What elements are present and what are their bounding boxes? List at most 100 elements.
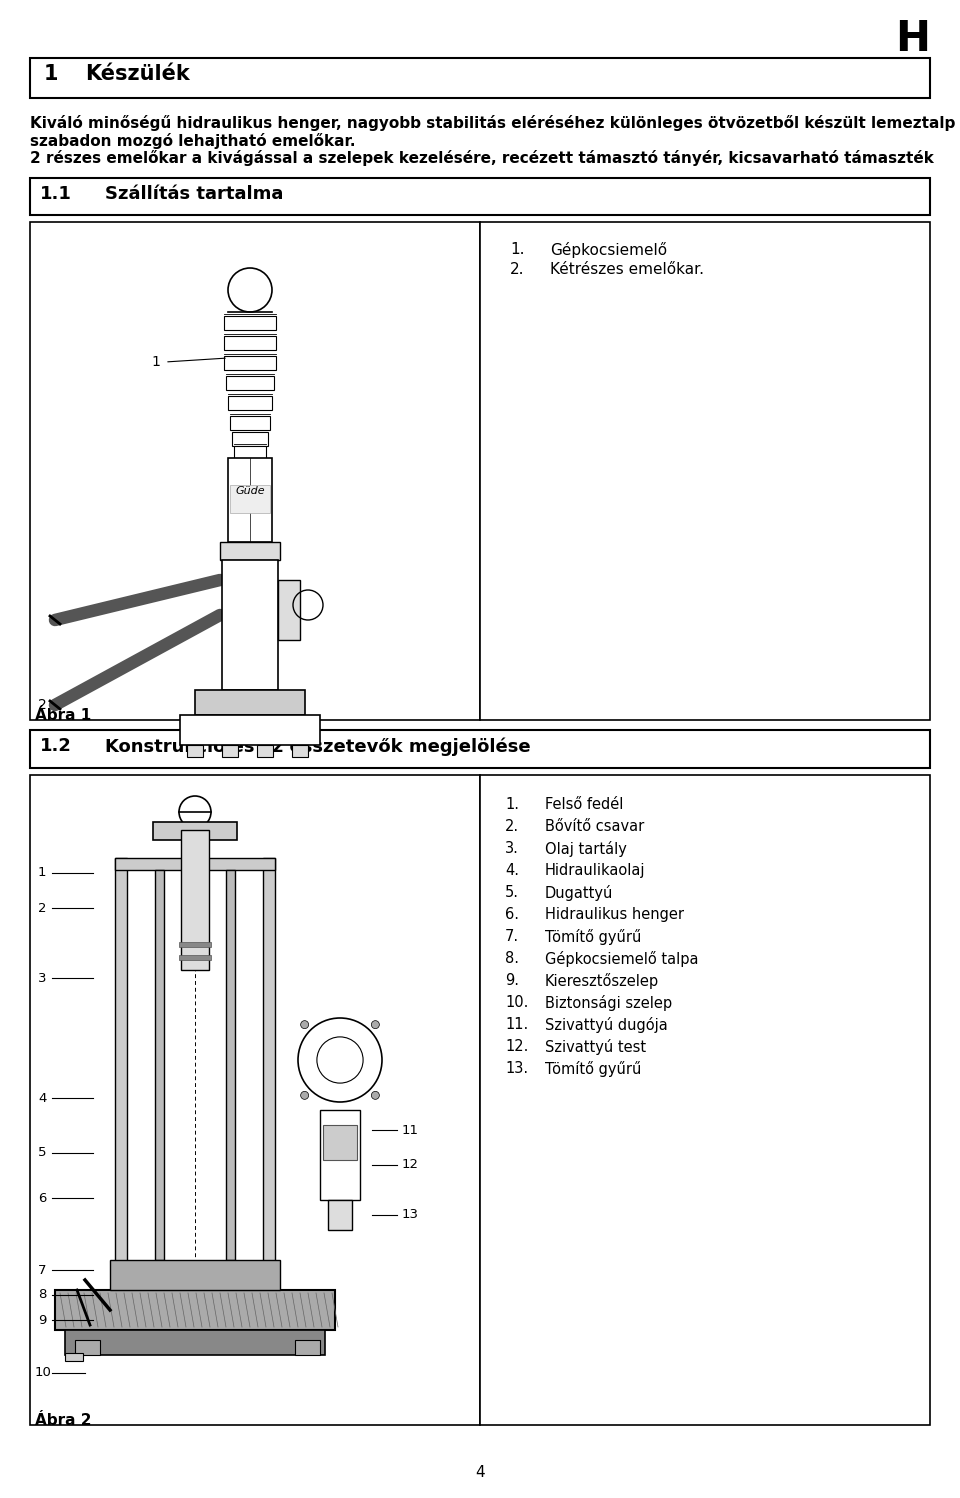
Bar	[232, 431, 268, 446]
Text: Szivattyú test: Szivattyú test	[545, 1040, 646, 1055]
Text: Olaj tartály: Olaj tartály	[545, 840, 627, 857]
Text: Dugattyú: Dugattyú	[545, 885, 613, 900]
Text: 10: 10	[35, 1366, 52, 1380]
Bar	[30, 178, 930, 216]
Text: 13: 13	[402, 1209, 419, 1221]
Text: 2 részes emelőkar a kivágással a szelepek kezelésére, recézett támasztó tányér, : 2 részes emelőkar a kivágással a szelepe…	[30, 150, 934, 166]
Text: 1.: 1.	[505, 797, 519, 812]
Text: 6.: 6.	[505, 906, 519, 921]
Bar	[224, 316, 276, 330]
Bar	[110, 1260, 280, 1290]
Bar	[180, 715, 320, 745]
Bar	[228, 395, 272, 410]
Text: Gépkocsiemelő talpa: Gépkocsiemelő talpa	[545, 951, 699, 968]
Text: Szivattyú dugója: Szivattyú dugója	[545, 1017, 668, 1034]
Text: Güde: Güde	[235, 485, 265, 496]
Text: 9.: 9.	[505, 974, 519, 989]
Bar	[480, 774, 930, 1425]
Bar	[328, 1200, 352, 1230]
Text: Kiváló minőségű hidraulikus henger, nagyobb stabilitás eléréséhez különleges ötv: Kiváló minőségű hidraulikus henger, nagy…	[30, 115, 955, 130]
Text: Biztonsági szelep: Biztonsági szelep	[545, 995, 672, 1011]
Bar	[155, 870, 164, 1260]
Text: 2: 2	[38, 902, 46, 914]
Text: Szállítás tartalma: Szállítás tartalma	[105, 184, 283, 204]
Text: 2: 2	[38, 698, 47, 712]
Text: Bővítő csavar: Bővítő csavar	[545, 819, 644, 834]
Text: Kieresztőszelep: Kieresztőszelep	[545, 974, 660, 989]
Bar	[263, 858, 275, 1290]
Bar	[115, 858, 127, 1290]
Text: 4.: 4.	[505, 863, 519, 878]
Text: 11.: 11.	[505, 1017, 528, 1032]
Text: Hidraulikaolaj: Hidraulikaolaj	[545, 863, 645, 878]
Bar	[226, 376, 274, 389]
Bar	[30, 730, 930, 768]
Text: 1: 1	[44, 64, 59, 84]
Text: Tömítő gyűrű: Tömítő gyűrű	[545, 1061, 641, 1077]
Text: Készülék: Készülék	[85, 64, 190, 84]
Text: Konstrukció és az összetevők megjelölése: Konstrukció és az összetevők megjelölése	[105, 737, 531, 755]
Bar	[195, 691, 305, 715]
Bar	[179, 942, 211, 947]
Text: Ábra 1: Ábra 1	[35, 709, 91, 724]
Text: 3.: 3.	[505, 840, 518, 855]
Circle shape	[372, 1020, 379, 1029]
Text: 13.: 13.	[505, 1061, 528, 1076]
Text: 1: 1	[151, 355, 160, 369]
Bar	[65, 1330, 325, 1356]
Bar	[278, 580, 300, 640]
Text: 2.: 2.	[510, 262, 524, 277]
Bar	[222, 745, 238, 756]
Bar	[30, 222, 480, 721]
Bar	[257, 745, 273, 756]
Bar	[65, 1353, 83, 1362]
Bar	[30, 774, 480, 1425]
Text: Hidraulikus henger: Hidraulikus henger	[545, 906, 684, 921]
Text: 7: 7	[38, 1263, 46, 1276]
Bar	[181, 830, 209, 971]
Bar	[179, 956, 211, 960]
Text: Felső fedél: Felső fedél	[545, 797, 623, 812]
Text: Ábra 2: Ábra 2	[35, 1413, 91, 1428]
Bar	[295, 1341, 320, 1356]
Text: 2.: 2.	[505, 819, 519, 834]
Text: 8: 8	[38, 1288, 46, 1302]
Bar	[228, 458, 272, 542]
Text: 3: 3	[38, 972, 46, 984]
Text: 1: 1	[38, 866, 46, 879]
Bar	[230, 416, 270, 430]
Bar	[187, 745, 203, 756]
Bar	[292, 745, 308, 756]
Text: 5.: 5.	[505, 885, 519, 900]
Circle shape	[372, 1092, 379, 1100]
Text: szabadon mozgó lehajtható emelőkar.: szabadon mozgó lehajtható emelőkar.	[30, 133, 355, 148]
Bar	[230, 485, 270, 512]
Bar	[226, 870, 235, 1260]
Text: 10.: 10.	[505, 995, 528, 1010]
Bar	[224, 357, 276, 370]
Bar	[55, 1290, 335, 1330]
Circle shape	[300, 1092, 309, 1100]
Text: 5: 5	[38, 1146, 46, 1159]
Bar	[222, 560, 278, 691]
Text: 6: 6	[38, 1191, 46, 1204]
Text: 1.: 1.	[510, 243, 524, 258]
Bar	[30, 58, 930, 97]
Bar	[480, 222, 930, 721]
Circle shape	[300, 1020, 309, 1029]
Text: 12.: 12.	[505, 1040, 528, 1055]
Text: 11: 11	[402, 1124, 419, 1137]
Text: 4: 4	[38, 1092, 46, 1104]
Text: 1.1: 1.1	[40, 184, 72, 204]
Bar	[153, 822, 237, 840]
Text: Tömítő gyűrű: Tömítő gyűrű	[545, 929, 641, 945]
Text: 8.: 8.	[505, 951, 519, 966]
Bar	[234, 446, 266, 460]
Bar	[224, 336, 276, 351]
Text: 1.2: 1.2	[40, 737, 72, 755]
Bar	[115, 858, 275, 870]
Text: H: H	[895, 18, 930, 60]
Text: 4: 4	[475, 1465, 485, 1480]
Text: 12: 12	[402, 1158, 419, 1171]
Text: 7.: 7.	[505, 929, 519, 944]
